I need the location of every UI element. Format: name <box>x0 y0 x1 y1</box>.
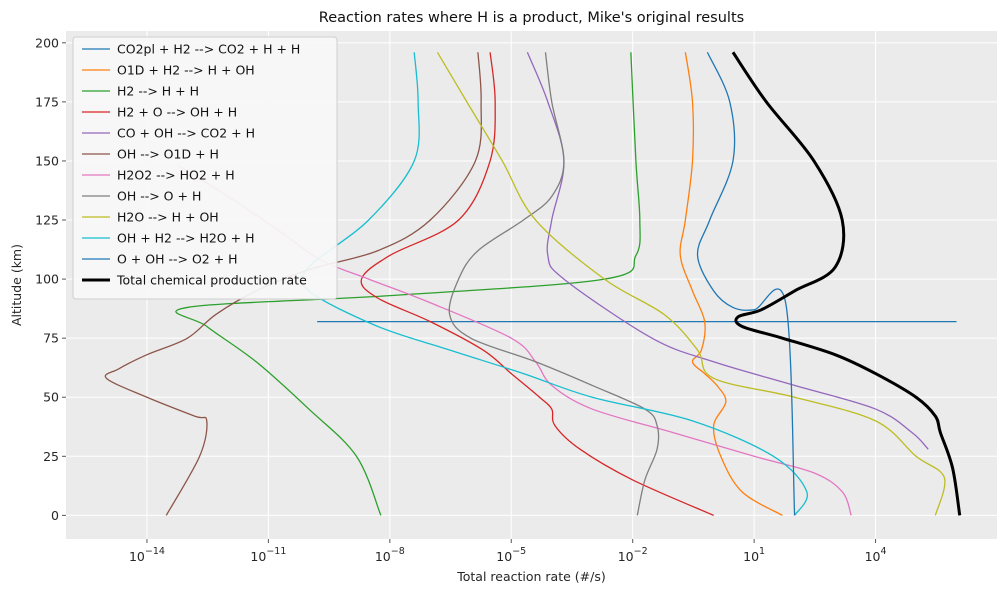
x-tick-label: 104 <box>865 546 887 564</box>
x-tick-label: 101 <box>743 546 765 564</box>
series-line-6 <box>104 52 483 516</box>
legend-label: OH + H2 --> H2O + H <box>117 231 254 246</box>
x-tick-label: 10−11 <box>250 546 286 564</box>
y-tick-label: 25 <box>43 449 59 464</box>
x-axis-ticks: 10−14 10−11 10−8 10−5 10−2 101 104 <box>129 539 887 564</box>
legend-label: CO2pl + H2 --> CO2 + H + H <box>117 42 300 57</box>
legend: CO2pl + H2 --> CO2 + H + H O1D + H2 --> H… <box>72 36 338 300</box>
legend-label: CO + OH --> CO2 + H <box>117 126 255 141</box>
x-tick-label: 10−5 <box>496 546 526 564</box>
y-axis-ticks: 0 25 50 75 100 125 150 175 200 <box>35 35 66 523</box>
x-tick-label: 10−8 <box>375 546 405 564</box>
legend-label: H2O --> H + OH <box>117 210 219 225</box>
y-tick-label: 75 <box>43 331 59 346</box>
legend-label: H2O2 --> HO2 + H <box>117 168 235 183</box>
legend-label: O + OH --> O2 + H <box>117 252 238 267</box>
y-tick-label: 50 <box>43 390 59 405</box>
x-tick-label: 10−14 <box>129 546 165 564</box>
y-tick-label: 100 <box>35 272 59 287</box>
series-line-12 <box>731 51 962 516</box>
series-line-11 <box>696 52 796 516</box>
legend-label: Total chemical production rate <box>116 273 307 288</box>
x-tick-label: 10−2 <box>618 546 648 564</box>
series-line-8 <box>448 52 660 516</box>
legend-label: OH --> O1D + H <box>117 147 219 162</box>
y-tick-label: 175 <box>35 94 59 109</box>
series-line-9 <box>436 51 946 516</box>
legend-label: OH --> O + H <box>117 189 201 204</box>
series-line-10 <box>300 52 809 516</box>
y-tick-label: 0 <box>51 508 59 523</box>
legend-label: O1D + H2 --> H + OH <box>117 63 255 78</box>
chart-title: Reaction rates where H is a product, Mik… <box>319 10 744 26</box>
series-line-4 <box>360 52 714 516</box>
y-axis-label: Altitude (km) <box>9 244 24 326</box>
x-axis-label: Total reaction rate (#/s) <box>456 569 606 584</box>
legend-label: H2 + O --> OH + H <box>117 105 237 120</box>
legend-box <box>72 36 338 300</box>
y-tick-label: 125 <box>35 213 59 228</box>
y-tick-label: 150 <box>35 153 59 168</box>
legend-label: H2 --> H + H <box>117 84 199 99</box>
y-tick-label: 200 <box>35 35 59 50</box>
